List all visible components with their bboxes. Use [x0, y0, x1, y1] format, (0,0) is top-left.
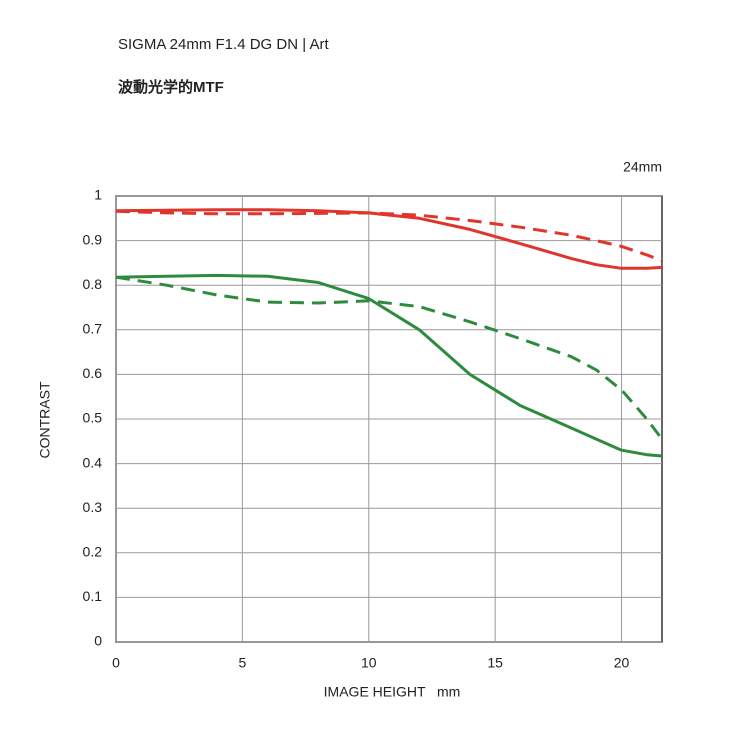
- y-axis-label: CONTRAST: [37, 381, 53, 458]
- x-tick-label: 15: [487, 655, 503, 671]
- y-tick-label: 0.7: [83, 321, 103, 337]
- chart-subtitle: 波動光学的MTF: [118, 78, 224, 96]
- y-tick-label: 0.1: [83, 588, 103, 604]
- annotation: 24mm: [623, 159, 662, 175]
- x-tick-label: 20: [614, 655, 630, 671]
- y-tick-label: 0.9: [83, 231, 103, 247]
- x-tick-label: 0: [112, 655, 120, 671]
- mtf-line: [115, 273, 663, 458]
- y-tick-label: 0.3: [83, 499, 103, 515]
- x-tick-label: 10: [361, 655, 377, 671]
- y-tick-label: 0.5: [83, 410, 103, 426]
- mtf-line: [115, 208, 663, 270]
- x-tick-label: 5: [238, 655, 246, 671]
- x-axis-label: IMAGE HEIGHT mm: [324, 684, 461, 700]
- y-tick-label: 0.6: [83, 365, 103, 381]
- chart-title: SIGMA 24mm F1.4 DG DN | Art: [118, 36, 329, 53]
- mtf-line: [115, 275, 664, 441]
- y-tick-label: 0.8: [83, 276, 103, 292]
- y-tick-label: 0: [94, 633, 102, 649]
- y-tick-label: 0.4: [83, 454, 103, 470]
- y-tick-label: 1: [94, 187, 102, 203]
- mtf-line: [115, 209, 663, 263]
- y-tick-label: 0.2: [83, 544, 103, 560]
